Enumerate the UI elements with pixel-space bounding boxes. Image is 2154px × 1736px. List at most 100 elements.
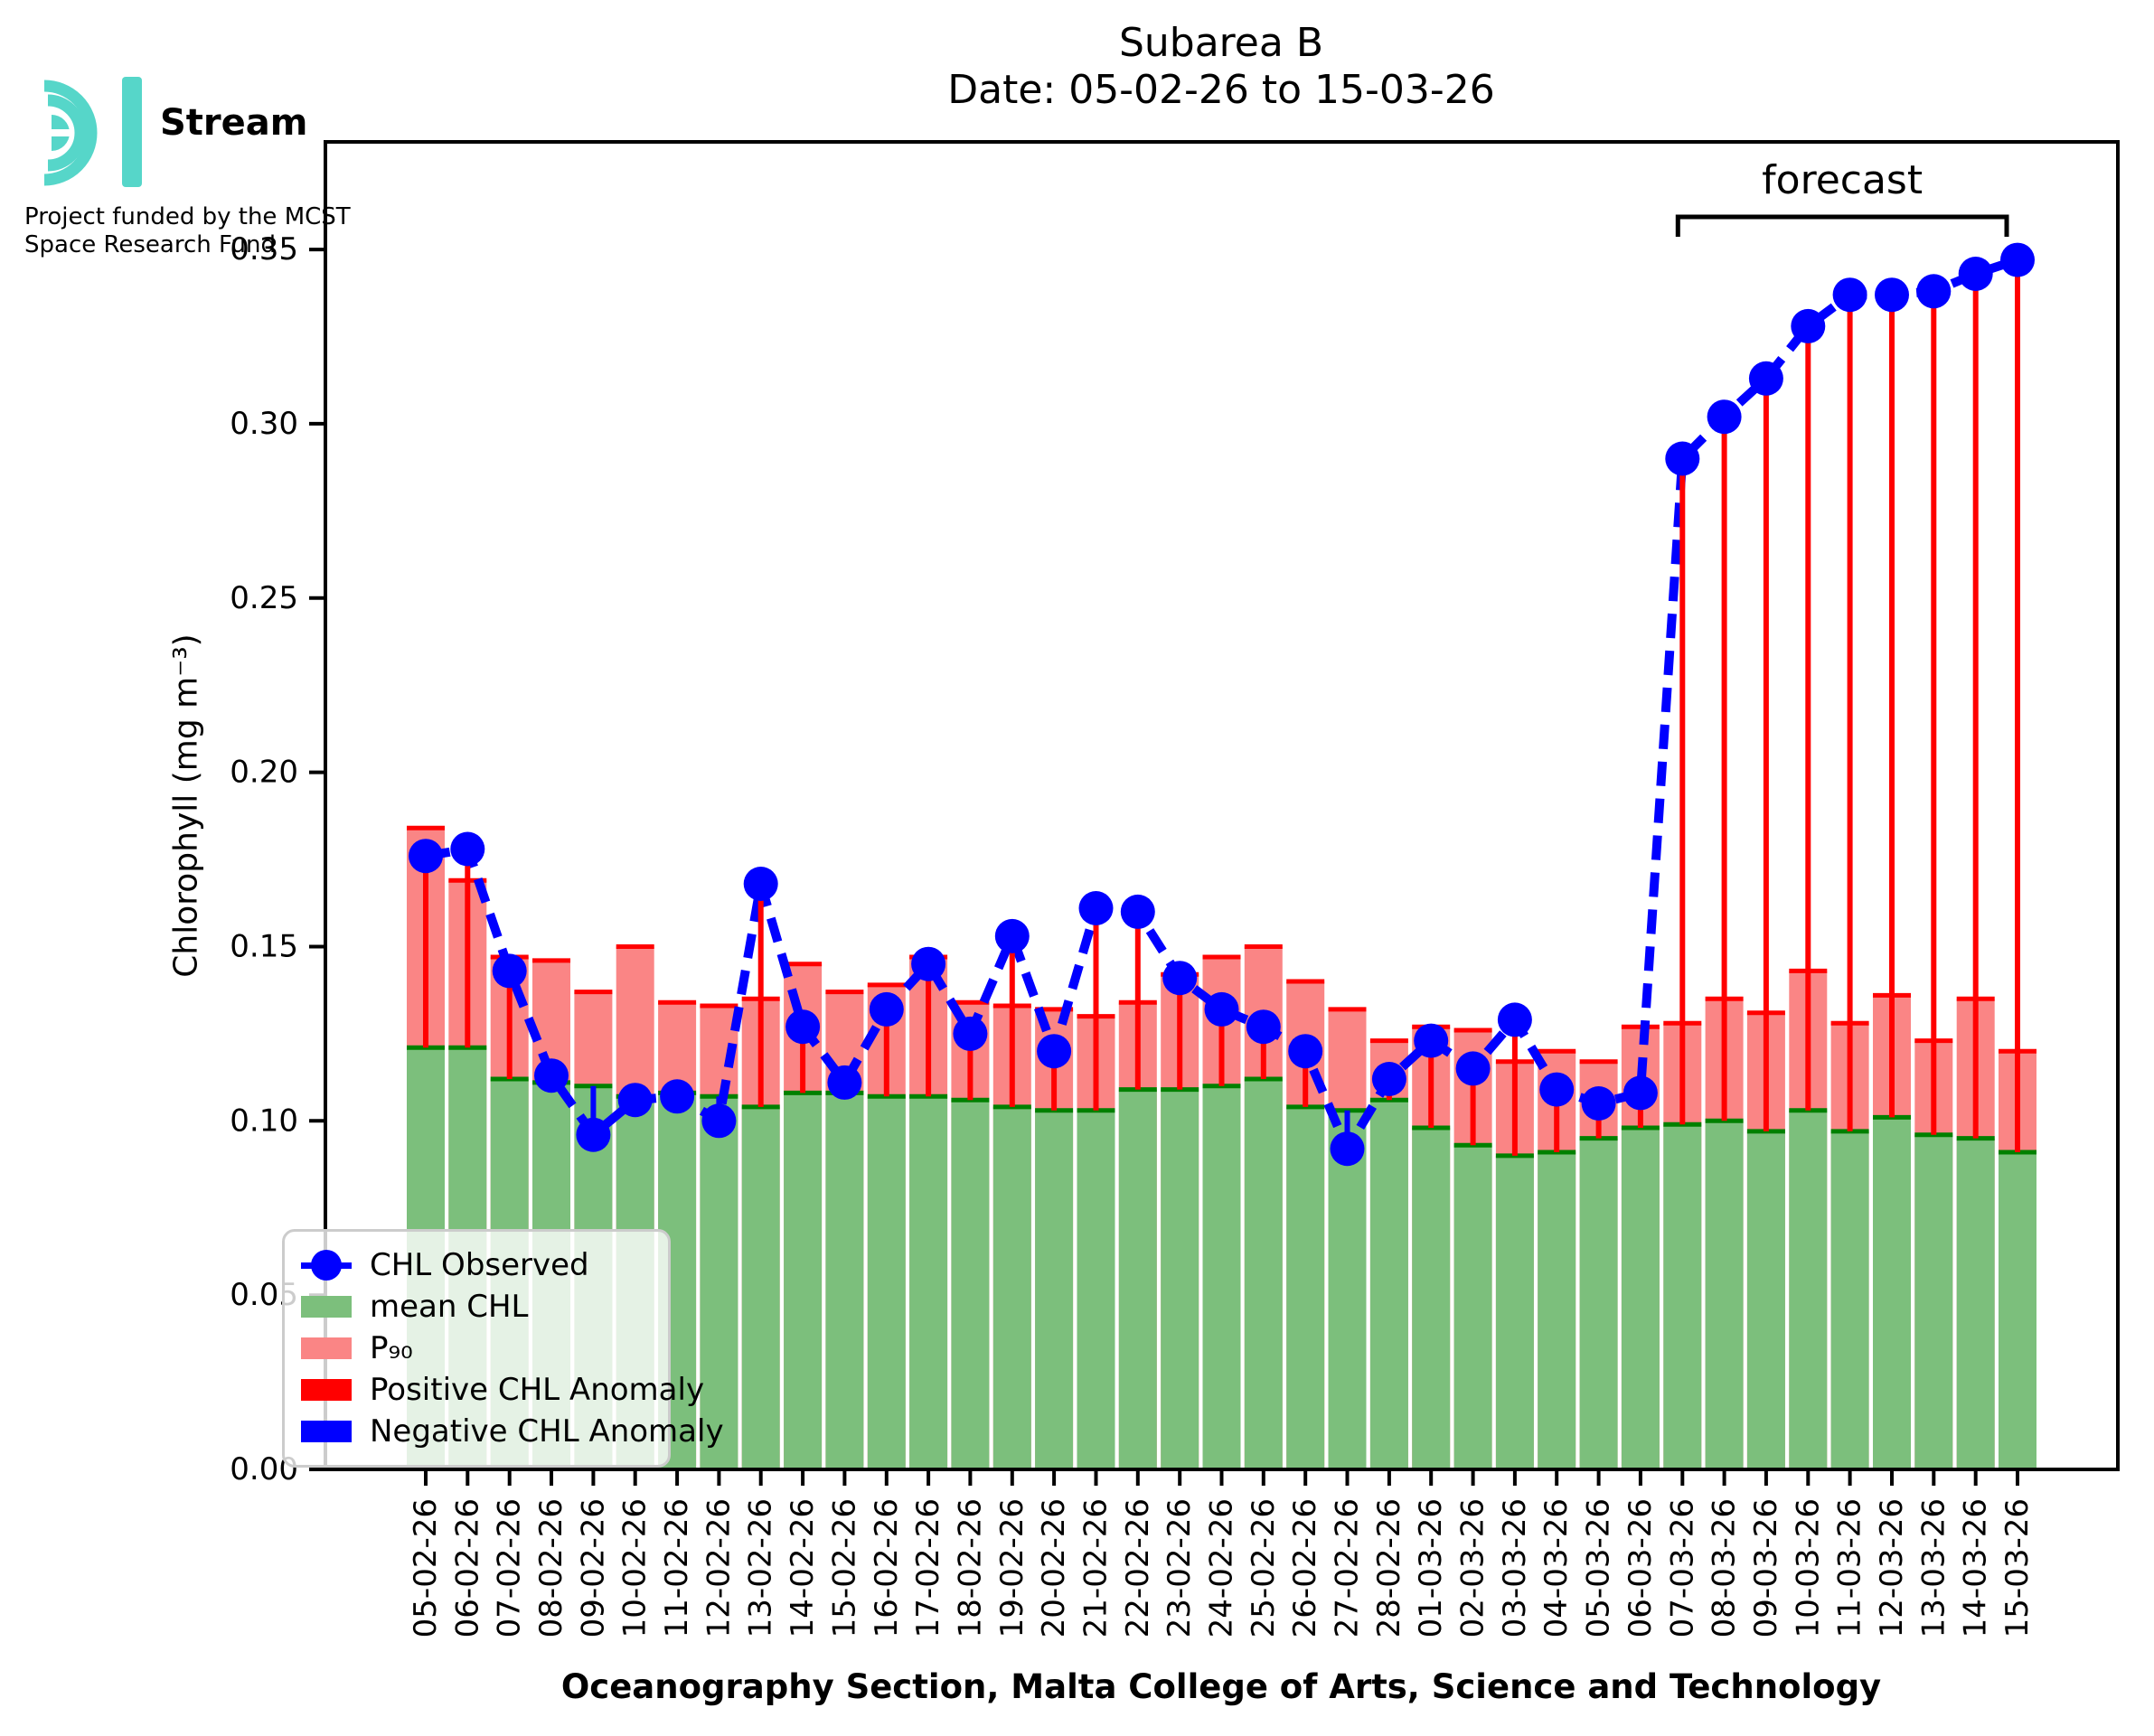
observed-point bbox=[1958, 257, 1993, 291]
x-tick-label: 01-03-26 bbox=[1413, 1498, 1449, 1637]
mean-bar bbox=[1202, 1085, 1241, 1469]
mean-bar bbox=[1538, 1152, 1576, 1469]
mean-bar bbox=[825, 1093, 864, 1469]
mean-bar bbox=[1746, 1131, 1785, 1469]
mean-bar bbox=[909, 1096, 948, 1469]
x-tick-label: 26-02-26 bbox=[1287, 1498, 1323, 1637]
observed-point bbox=[660, 1079, 695, 1114]
observed-point bbox=[2000, 242, 2035, 277]
observed-point bbox=[617, 1083, 653, 1118]
x-tick-label: 13-03-26 bbox=[1915, 1498, 1952, 1637]
y-tick-label: 0.10 bbox=[230, 1103, 298, 1139]
mean-bar bbox=[1495, 1155, 1534, 1469]
x-tick-label: 25-02-26 bbox=[1246, 1498, 1282, 1637]
forecast-annotation: forecast bbox=[1675, 157, 2009, 237]
mean-bar bbox=[700, 1096, 738, 1469]
x-tick-label: 03-03-26 bbox=[1497, 1498, 1533, 1637]
mean-bar bbox=[1956, 1138, 1995, 1469]
observed-point bbox=[994, 918, 1030, 953]
chart-subtitle: Date: 05-02-26 to 15-03-26 bbox=[947, 67, 1495, 113]
negative-anomaly-swatch-icon bbox=[301, 1421, 352, 1442]
mean-bar bbox=[1244, 1079, 1283, 1469]
mean-bar bbox=[1579, 1138, 1618, 1469]
y-tick-label: 0.35 bbox=[230, 231, 298, 267]
legend-item-p90: P₉₀ bbox=[301, 1328, 652, 1369]
x-tick-label: 15-03-26 bbox=[1999, 1498, 2036, 1637]
observed-point bbox=[827, 1065, 862, 1100]
legend-item-positive-anomaly: Positive CHL Anomaly bbox=[301, 1369, 704, 1411]
logo-block: Stream Project funded by the MCST Space … bbox=[24, 77, 440, 259]
legend-label: CHL Observed bbox=[370, 1247, 589, 1283]
x-tick-label: 28-02-26 bbox=[1371, 1498, 1407, 1637]
legend-label: mean CHL bbox=[370, 1289, 529, 1325]
y-tick-label: 0.25 bbox=[230, 580, 298, 616]
observed-dashed-line bbox=[425, 255, 2019, 1159]
legend-item-chl-observed: CHL Observed bbox=[301, 1244, 652, 1286]
observed-point bbox=[1204, 991, 1239, 1027]
x-tick-label: 07-02-26 bbox=[492, 1498, 528, 1637]
legend: CHL Observed mean CHL P₉₀ Positive CHL A… bbox=[282, 1229, 724, 1468]
x-tick-label: 17-02-26 bbox=[910, 1498, 946, 1637]
observed-point bbox=[1414, 1023, 1449, 1058]
observed-point bbox=[1162, 961, 1198, 996]
observed-point bbox=[743, 867, 778, 901]
x-tick-label: 24-02-26 bbox=[1204, 1498, 1240, 1637]
x-tick-label: 06-02-26 bbox=[449, 1498, 485, 1637]
x-tick-label: 10-03-26 bbox=[1790, 1498, 1826, 1637]
mean-bar bbox=[1873, 1117, 1911, 1469]
x-tick-label: 12-03-26 bbox=[1874, 1498, 1910, 1637]
mean-chl-swatch-icon bbox=[301, 1296, 352, 1318]
observed-point bbox=[1288, 1034, 1323, 1069]
positive-anomaly-swatch-icon bbox=[301, 1379, 352, 1401]
observed-point bbox=[1832, 277, 1867, 313]
observed-point bbox=[576, 1117, 611, 1152]
observed-point bbox=[869, 991, 904, 1027]
y-axis-ticks: 0.000.050.100.150.200.250.300.35 bbox=[230, 231, 325, 1487]
stream-logo-icon bbox=[43, 77, 142, 187]
mean-bar bbox=[1830, 1131, 1869, 1469]
mean-bar bbox=[1663, 1124, 1702, 1469]
observed-point bbox=[1078, 891, 1114, 925]
legend-item-mean-chl: mean CHL bbox=[301, 1286, 652, 1328]
observed-line-marker-icon bbox=[301, 1249, 352, 1281]
mean-bar bbox=[1161, 1089, 1199, 1469]
observed-markers bbox=[409, 242, 2035, 1167]
observed-point bbox=[953, 1016, 988, 1051]
funding-line-2: Space Research Fund bbox=[24, 231, 277, 258]
observed-point bbox=[1371, 1062, 1406, 1096]
x-tick-label: 04-03-26 bbox=[1538, 1498, 1575, 1637]
observed-point bbox=[1330, 1131, 1365, 1167]
x-tick-label: 27-02-26 bbox=[1330, 1498, 1366, 1637]
x-tick-label: 11-02-26 bbox=[659, 1498, 695, 1637]
observed-point bbox=[1539, 1072, 1575, 1107]
observed-point bbox=[911, 946, 946, 981]
x-tick-label: 07-03-26 bbox=[1664, 1498, 1700, 1637]
observed-point bbox=[1916, 274, 1952, 309]
mean-bar bbox=[1789, 1110, 1828, 1469]
mean-bar bbox=[1118, 1089, 1157, 1469]
mean-bar bbox=[951, 1100, 990, 1469]
x-tick-label: 08-02-26 bbox=[533, 1498, 569, 1637]
x-tick-label: 16-02-26 bbox=[869, 1498, 905, 1637]
mean-bar bbox=[1412, 1128, 1451, 1469]
x-tick-label: 02-03-26 bbox=[1455, 1498, 1491, 1637]
x-tick-label: 14-02-26 bbox=[785, 1498, 821, 1637]
observed-point bbox=[409, 839, 443, 874]
x-tick-label: 14-03-26 bbox=[1958, 1498, 1994, 1637]
funding-line-1: Project funded by the MCST bbox=[24, 203, 351, 230]
observed-point bbox=[1120, 894, 1155, 929]
observed-point bbox=[1455, 1051, 1491, 1086]
chart-title: Subarea B bbox=[1118, 20, 1324, 66]
forecast-bracket bbox=[1675, 214, 2009, 237]
observed-point bbox=[1581, 1086, 1616, 1121]
mean-bar bbox=[867, 1096, 906, 1469]
y-tick-label: 0.30 bbox=[230, 406, 298, 442]
x-tick-label: 05-02-26 bbox=[408, 1498, 444, 1637]
x-tick-label: 22-02-26 bbox=[1120, 1498, 1156, 1637]
title-block: Subarea B Date: 05-02-26 to 15-03-26 bbox=[947, 20, 1495, 114]
mean-bar bbox=[992, 1106, 1031, 1469]
observed-point bbox=[701, 1103, 737, 1139]
brand-name: Stream bbox=[160, 102, 308, 144]
